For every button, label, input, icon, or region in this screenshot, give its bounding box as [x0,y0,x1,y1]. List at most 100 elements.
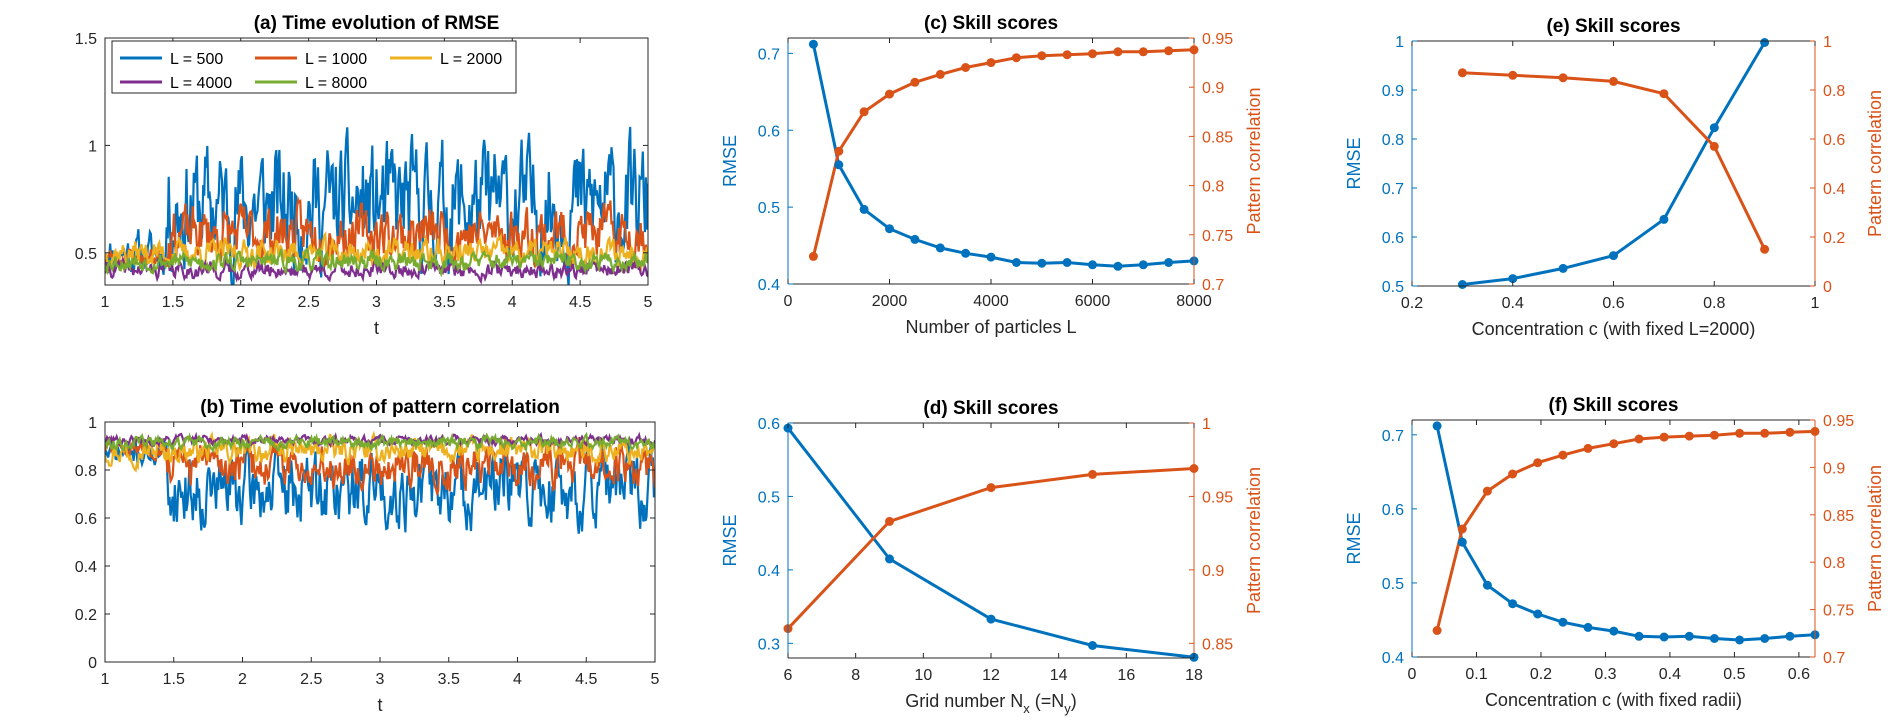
x-axis-label: Concentration c (with fixed L=2000) [1472,319,1756,339]
series-line-5 [105,431,655,454]
x-tick-label: 0.8 [1703,295,1725,312]
x-tick-label: 6 [784,667,793,684]
rmse-point [859,204,869,214]
correlation-point [1659,432,1669,442]
correlation-point [1684,431,1694,441]
y-right-tick-label: 0.9 [1202,563,1224,580]
y-right-axis-label: Pattern correlation [1865,465,1885,612]
x-tick-label: 2000 [872,293,908,310]
chart-f: 0 0.1 0.2 0.3 0.4 0.5 0.6 0.4 0.5 0.6 0.7 0.7 0.75 0.… [1344,395,1885,710]
y-tick-label: 0.5 [1382,576,1404,593]
y-right-tick-label: 1 [1823,34,1832,51]
y-right-tick-label: 0.9 [1202,80,1224,97]
y-tick-label: 0.6 [1382,502,1404,519]
x-tick-label: 5 [644,294,653,311]
data-layer [105,126,648,285]
correlation-point [1432,626,1442,635]
rmse-point [1785,631,1795,641]
rmse-line [811,43,1194,268]
y-right-tick-label: 0.8 [1202,179,1224,196]
y-right-axis-label: Pattern correlation [1865,90,1885,237]
rmse-point [935,243,945,253]
chart-title: (e) Skill scores [1546,16,1680,37]
correlation-point [1583,443,1593,453]
rmse-point [885,224,894,234]
y-tick-label: 0 [88,655,97,672]
y-right-tick-label: 0.8 [1823,83,1845,100]
x-tick-label: 0 [784,293,793,310]
x-axis-label-part: ) [1071,691,1077,711]
x-tick-label: 16 [1117,667,1135,684]
x-tick-label: 8000 [1176,293,1212,310]
correlation-point [1760,428,1770,438]
rmse-point [1508,599,1518,609]
y-tick-label: 0.9 [1382,83,1404,100]
y-right-tick-label: 1 [1202,416,1211,433]
x-axis-label-part: (=N [1030,691,1065,711]
chart-b: 1 1.5 2 2.5 3 3.5 4 4.5 5 0 0.2 0.4 0.6 0.8 1 (b) Time … [75,397,660,715]
legend: L = 500 L = 1000 L = 2000 L = 4000 L = 8000 [111,40,517,94]
x-tick-label: 0 [1408,666,1417,683]
legend-label: L = 500 [170,51,223,68]
rmse-line [1435,425,1815,642]
x-tick-label: 0.5 [1723,666,1745,683]
chart-title: (c) Skill scores [924,13,1058,34]
rmse-point [1735,635,1745,645]
x-tick-label: 1 [1811,295,1820,312]
rmse-point [986,614,996,624]
chart-title: (a) Time evolution of RMSE [254,13,500,34]
correlation-point [1634,434,1644,444]
y-tick-label: 0.4 [758,277,780,294]
correlation-point [1785,427,1795,437]
y-right-tick-label: 0.7 [1202,277,1224,294]
y-tick-label: 0.8 [1382,132,1404,149]
rmse-point [1558,617,1568,627]
rmse-point [1457,537,1467,547]
y-tick-label: 0.6 [75,511,97,528]
y-tick-label: 1 [88,415,97,432]
correlation-point [986,483,996,493]
chart-a: 1 1.5 2 2.5 3 3.5 4 4.5 5 0.5 1 1.5 (a) Time evoluti… [75,13,653,338]
x-tick-label: 10 [914,667,932,684]
correlation-point [1558,73,1568,83]
rmse-point [1609,251,1618,261]
legend-box [111,40,517,94]
correlation-point [1659,89,1669,99]
y-tick-label: 0.7 [758,46,780,63]
legend-label: L = 2000 [440,51,502,68]
chart-c: 0 2000 4000 6000 8000 0.4 0.5 0.6 0.7 0.7 0.75 0.8 0… [720,13,1264,337]
correlation-point [1088,49,1097,59]
y-tick-label: 0.4 [75,559,97,576]
correlation-point [885,89,894,99]
correlation-point [1760,244,1770,254]
y-tick-label: 0.6 [758,123,780,140]
y-tick-label: 0.3 [758,636,780,653]
chart-title: (b) Time evolution of pattern correlatio… [200,397,560,418]
y-tick-label: 1.5 [75,31,97,48]
chart-title: (f) Skill scores [1549,395,1679,416]
x-tick-label: 0.2 [1401,295,1423,312]
correlation-point [1113,47,1123,57]
x-tick-label: 4000 [973,293,1009,310]
legend-label: L = 1000 [305,51,367,68]
y-tick-label: 0.5 [75,246,97,263]
legend-label: L = 4000 [170,75,232,92]
x-axis-label-part: x [1023,701,1030,716]
correlation-point [1037,51,1047,61]
y-right-tick-label: 0.7 [1823,650,1845,667]
correlation-point [986,58,996,68]
x-axis-label: t [377,695,382,715]
y-tick-label: 0.5 [1382,279,1404,296]
y-axis-label: RMSE [720,135,740,187]
rmse-point [1634,631,1644,641]
y-tick-label: 0.6 [1382,230,1404,247]
rmse-point [1138,260,1148,270]
x-tick-label: 0.1 [1465,666,1487,683]
correlation-point [1609,439,1619,449]
plot-area [1412,420,1815,657]
y-right-tick-label: 0.75 [1202,228,1233,245]
correlation-point [1457,524,1467,534]
correlation-line [1435,429,1815,631]
x-tick-label: 1.5 [163,671,185,688]
rmse-point [1457,280,1467,289]
